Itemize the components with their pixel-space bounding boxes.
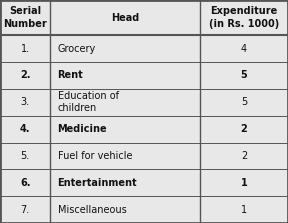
Bar [0, 142, 288, 169]
Text: 1: 1 [241, 204, 247, 215]
Bar [0, 89, 288, 116]
Text: 5: 5 [241, 70, 247, 81]
Bar [0, 196, 288, 223]
Text: 4: 4 [241, 44, 247, 54]
Text: Education of
children: Education of children [58, 91, 119, 113]
Text: 6.: 6. [20, 178, 31, 188]
Bar [0, 116, 288, 142]
Text: Fuel for vehicle: Fuel for vehicle [58, 151, 132, 161]
Bar [0, 62, 288, 89]
Text: Grocery: Grocery [58, 44, 96, 54]
Text: 1.: 1. [21, 44, 30, 54]
Text: 4.: 4. [20, 124, 31, 134]
Text: 5: 5 [241, 97, 247, 107]
Text: 2.: 2. [20, 70, 31, 81]
Text: 2: 2 [241, 124, 247, 134]
Bar [0, 169, 288, 196]
Bar [0, 35, 288, 62]
Text: Head: Head [111, 13, 139, 23]
Text: Entertainment: Entertainment [58, 178, 137, 188]
Text: Miscellaneous: Miscellaneous [58, 204, 126, 215]
Text: 5.: 5. [20, 151, 30, 161]
Text: Medicine: Medicine [58, 124, 107, 134]
Text: Rent: Rent [58, 70, 83, 81]
Text: 1: 1 [241, 178, 247, 188]
Text: 3.: 3. [21, 97, 30, 107]
Bar [0, 0, 288, 35]
Text: Expenditure
(in Rs. 1000): Expenditure (in Rs. 1000) [209, 6, 279, 29]
Text: 2: 2 [241, 151, 247, 161]
Text: 7.: 7. [20, 204, 30, 215]
Text: Serial
Number: Serial Number [3, 6, 47, 29]
